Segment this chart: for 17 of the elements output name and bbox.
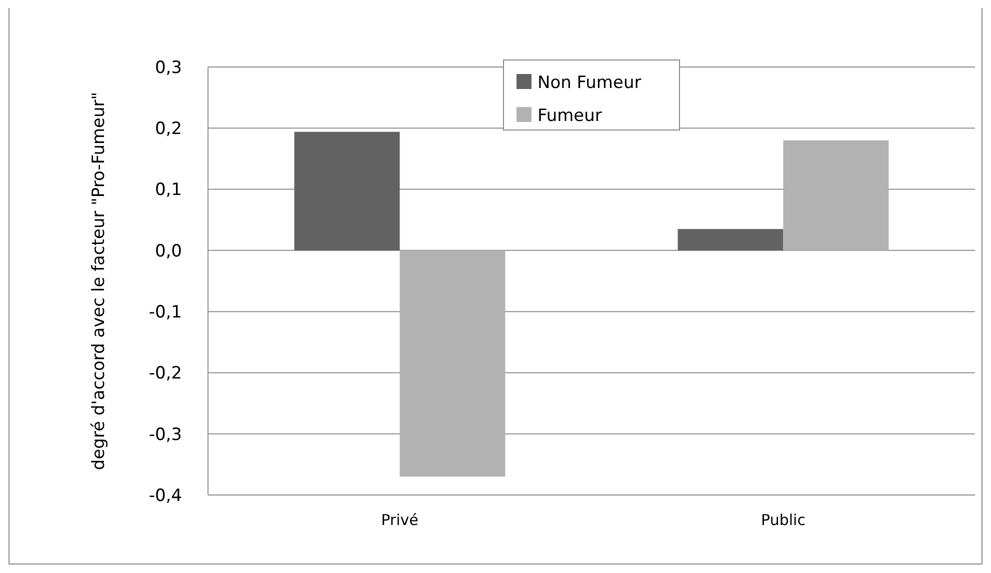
legend-label: Non Fumeur bbox=[538, 72, 642, 93]
bar bbox=[783, 140, 889, 250]
y-tick-label: -0,3 bbox=[148, 424, 182, 445]
y-axis-title: degré d'accord avec le facteur "Pro-Fumeur" bbox=[89, 92, 109, 470]
y-tick-label: 0,1 bbox=[154, 180, 182, 200]
x-tick-label: Public bbox=[761, 511, 806, 529]
bar bbox=[678, 229, 784, 250]
y-tick-label: 0,2 bbox=[154, 119, 182, 140]
x-tick-label: Privé bbox=[381, 511, 418, 529]
y-tick-label: 0,0 bbox=[154, 241, 182, 262]
y-tick-label: -0,1 bbox=[148, 302, 182, 323]
bar bbox=[294, 132, 400, 250]
bar bbox=[400, 250, 506, 477]
y-tick-label: -0,2 bbox=[148, 364, 182, 384]
legend-label: Fumeur bbox=[538, 106, 602, 126]
y-tick-label: 0,3 bbox=[154, 58, 182, 78]
y-tick-label: -0,4 bbox=[148, 486, 182, 506]
